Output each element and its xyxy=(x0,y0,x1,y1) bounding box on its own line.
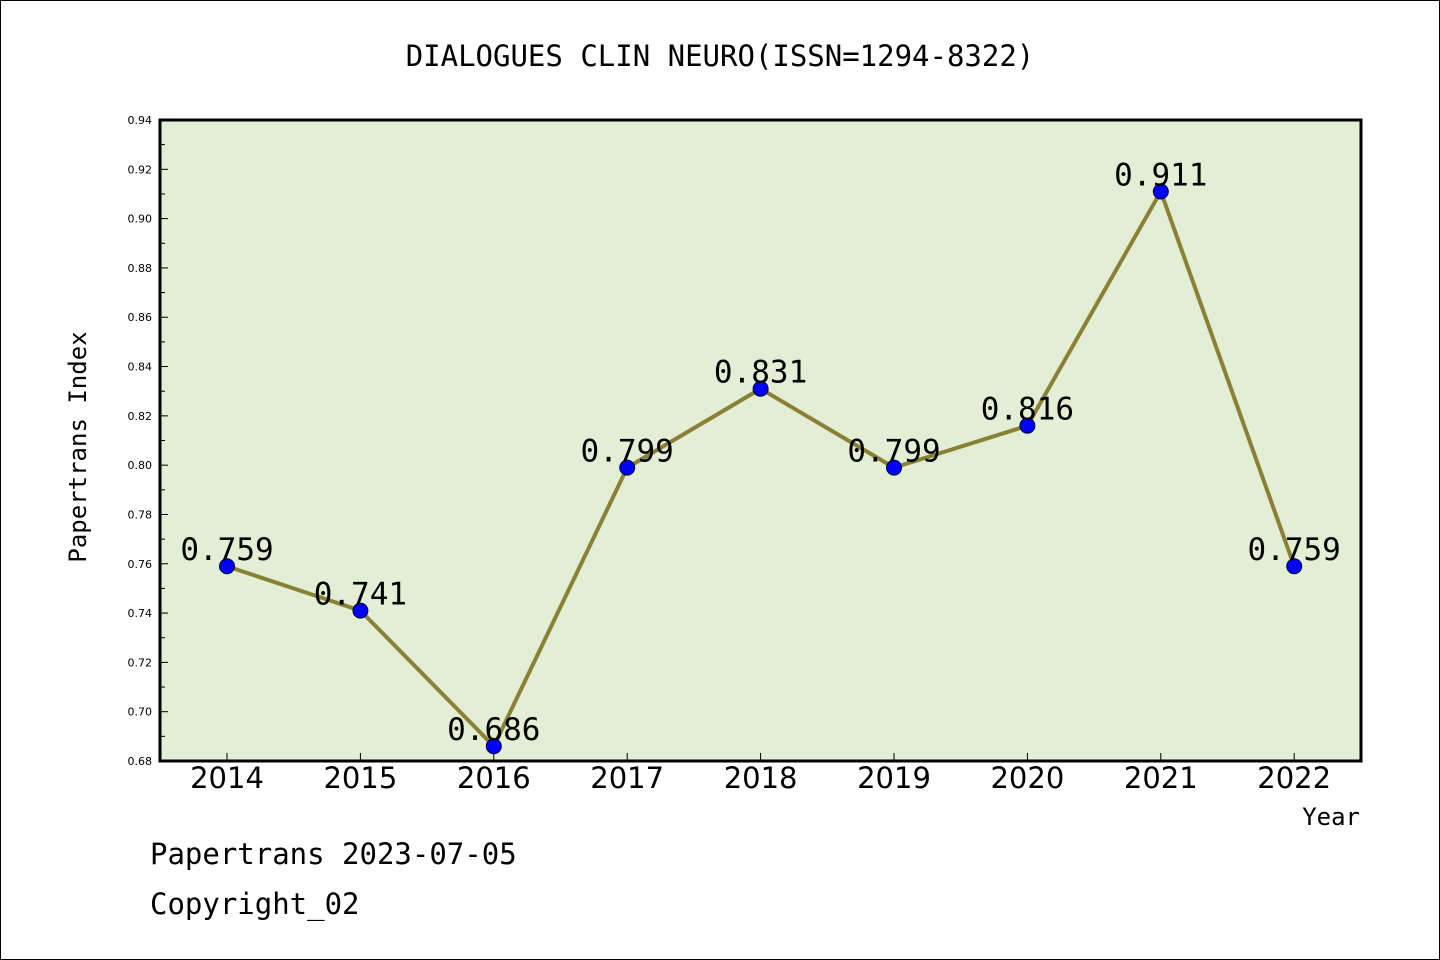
data-label: 0.831 xyxy=(714,355,807,391)
x-tick-label: 2018 xyxy=(724,761,798,795)
y-tick-label: 0.78 xyxy=(128,508,153,521)
data-point xyxy=(485,738,502,755)
x-tick-label: 2019 xyxy=(857,761,931,795)
data-point xyxy=(1019,417,1036,434)
x-tick-label: 2022 xyxy=(1257,761,1331,795)
y-axis-label: Papertrans Index xyxy=(64,331,92,562)
x-axis: 2014 2015 2016 2017 2018 2019 2020 2021 2022 xyxy=(190,753,1331,795)
data-point xyxy=(886,459,902,476)
y-tick-label: 0.76 xyxy=(128,558,153,571)
y-tick-label: 0.88 xyxy=(128,262,153,275)
chart-title: DIALOGUES CLIN NEURO(ISSN=1294-8322) xyxy=(406,39,1035,73)
data-point xyxy=(219,558,235,575)
y-axis: 0.68 0.70 0.72 0.74 0.76 0.78 0.80 0.82 0.84 0.86… xyxy=(128,114,168,768)
footer-copyright: Copyright_02 xyxy=(150,887,360,922)
data-point xyxy=(352,602,369,619)
y-tick-label: 0.92 xyxy=(128,163,153,176)
y-tick-label: 0.86 xyxy=(128,311,153,324)
data-label: 0.799 xyxy=(847,434,940,470)
x-tick-label: 2021 xyxy=(1124,761,1198,795)
y-tick-label: 0.70 xyxy=(128,706,153,719)
data-label: 0.816 xyxy=(981,392,1074,428)
series-markers xyxy=(219,183,1303,755)
x-tick-label: 2016 xyxy=(457,761,531,795)
data-point xyxy=(752,380,769,397)
data-label: 0.759 xyxy=(180,532,273,568)
y-tick-label: 0.84 xyxy=(128,361,153,374)
data-label: 0.686 xyxy=(447,712,540,748)
y-tick-label: 0.82 xyxy=(128,410,153,423)
y-tick-label: 0.80 xyxy=(128,459,153,472)
data-label: 0.799 xyxy=(581,434,674,470)
x-tick-label: 2014 xyxy=(190,761,264,795)
x-tick-label: 2015 xyxy=(323,761,397,795)
y-tick-label: 0.90 xyxy=(128,213,153,226)
x-tick-label: 2020 xyxy=(990,761,1064,795)
data-point xyxy=(619,459,636,476)
data-label: 0.911 xyxy=(1114,157,1207,193)
data-point xyxy=(1152,183,1169,200)
data-label: 0.759 xyxy=(1248,532,1341,568)
data-labels: 0.759 0.741 0.686 0.799 0.831 0.799 0.816 0.911… xyxy=(180,157,1341,748)
y-tick-label: 0.74 xyxy=(128,607,153,620)
x-tick-label: 2017 xyxy=(590,761,664,795)
footer-date: Papertrans 2023-07-05 xyxy=(150,837,517,871)
x-axis-label: Year xyxy=(1302,803,1360,831)
y-tick-label: 0.94 xyxy=(128,114,153,127)
data-point xyxy=(1286,558,1303,575)
y-tick-label: 0.68 xyxy=(128,755,153,768)
plot-area xyxy=(158,118,1363,763)
y-tick-label: 0.72 xyxy=(128,656,153,669)
data-label: 0.741 xyxy=(314,577,407,613)
